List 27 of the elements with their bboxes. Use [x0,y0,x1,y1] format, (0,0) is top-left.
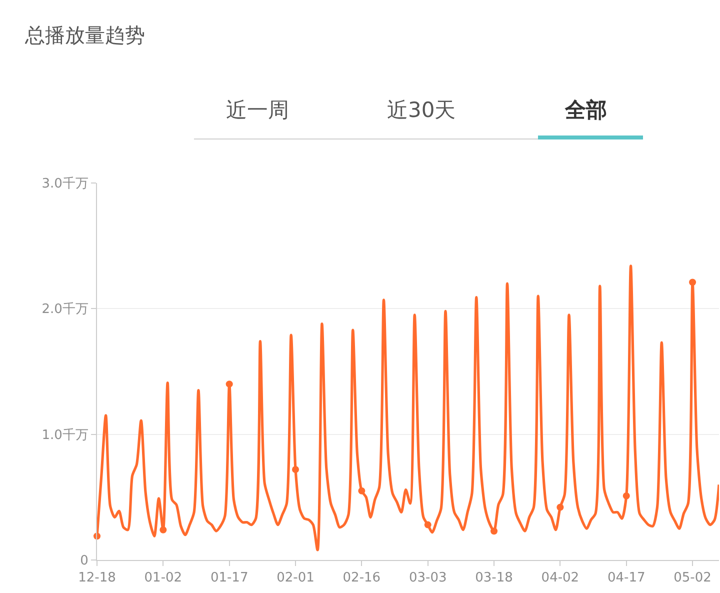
text: 近一周 [226,98,289,122]
point [292,466,300,474]
text: 近30天 [387,98,456,122]
x-tick-label: 01-02 [144,570,182,586]
x-tick-label: 04-17 [607,570,646,586]
point [160,526,167,534]
chart-title: 总播放量趋势 [24,23,145,47]
x-tick-label: 02-01 [276,570,314,586]
point [556,504,564,511]
text: 全部 [564,98,607,122]
x-tick-label: 01-17 [210,570,248,586]
x-tick-label: 05-02 [674,570,712,586]
point [424,521,432,528]
x-tick-label: 02-16 [342,570,381,586]
point [226,380,233,388]
point [358,487,366,494]
x-tick-label: 03-03 [408,570,447,586]
y-tick-label: 0 [80,554,88,569]
point [490,528,498,535]
x-tick-label: 03-18 [475,570,513,586]
y-tick-label: 3.0千万 [42,176,88,192]
point [622,492,630,500]
x-tick-label: 04-02 [541,570,580,586]
x-tick-label: 12-18 [78,570,116,586]
y-tick-label: 1.0千万 [42,428,88,443]
y-tick-label: 2.0千万 [42,302,88,318]
point [689,278,696,286]
